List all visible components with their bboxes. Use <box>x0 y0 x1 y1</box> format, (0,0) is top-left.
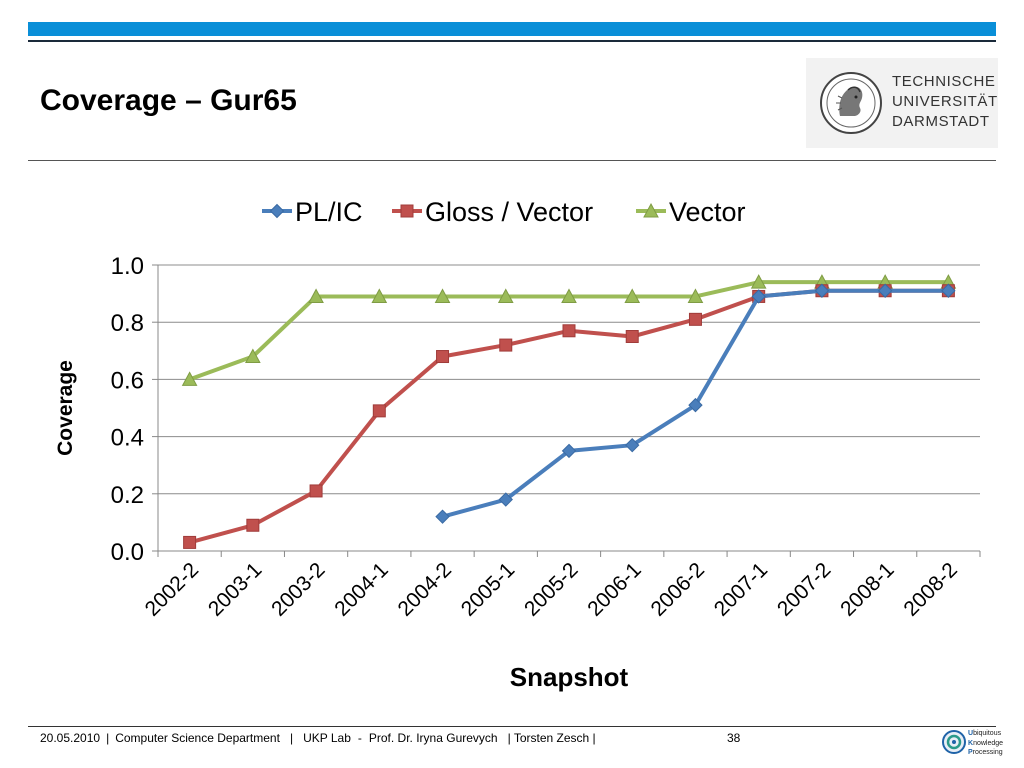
x-tick-label: 2005-1 <box>457 558 520 621</box>
y-tick-label: 0.2 <box>111 482 144 509</box>
x-tick-label: 2004-2 <box>394 558 457 621</box>
footer-separator: - <box>357 731 362 745</box>
ukp-line: Ubiquitous <box>968 730 1002 737</box>
x-tick-label: 2003-2 <box>267 558 330 621</box>
y-tick-label: 0.0 <box>111 539 144 566</box>
logo-line: TECHNISCHE <box>892 73 996 90</box>
athena-seal-icon <box>820 72 882 134</box>
data-point-vector <box>497 288 514 303</box>
data-point-gloss-vector <box>372 404 386 418</box>
footer-author: | Torsten Zesch | <box>507 731 596 745</box>
data-point-gloss-vector <box>436 350 450 364</box>
title-rule <box>28 160 996 161</box>
y-axis-title: Coverage <box>54 360 77 456</box>
x-tick-label: 2006-1 <box>583 558 646 621</box>
data-point-pl-ic <box>498 492 513 507</box>
university-name: TECHNISCHE UNIVERSITÄT DARMSTADT <box>892 72 998 132</box>
y-tick-label: 1.0 <box>111 253 144 280</box>
footer-professor: Prof. Dr. Iryna Gurevych <box>368 731 498 745</box>
x-tick-label: 2007-1 <box>710 558 773 621</box>
footer-separator: | <box>289 731 294 745</box>
x-tick-label: 2003-1 <box>204 558 267 621</box>
data-point-vector <box>181 371 198 386</box>
data-point-vector <box>750 274 767 289</box>
footer: 20.05.2010 | Computer Science Department | U… <box>40 731 596 745</box>
ukp-logo: Ubiquitous Knowledge Processing <box>942 726 1012 766</box>
ukp-line: Processing <box>968 749 1003 756</box>
data-point-gloss-vector <box>625 330 639 343</box>
data-point-vector <box>245 348 261 364</box>
data-point-gloss-vector <box>246 518 260 532</box>
x-tick-label: 2002-2 <box>141 558 204 621</box>
footer-rule <box>28 726 996 727</box>
x-axis-title: Snapshot <box>510 662 629 692</box>
data-point-pl-ic <box>941 283 956 298</box>
data-point-pl-ic <box>751 289 766 304</box>
ukp-name: Ubiquitous Knowledge Processing <box>968 729 1003 758</box>
data-point-pl-ic <box>625 437 640 453</box>
top-rule <box>28 40 996 42</box>
page-number: 38 <box>727 731 741 745</box>
x-tick-label: 2004-1 <box>330 558 393 621</box>
x-tick-label: 2008-2 <box>899 558 962 621</box>
legend-label-vector: Vector <box>669 197 746 227</box>
data-point-pl-ic <box>435 509 450 524</box>
x-tick-label: 2006-2 <box>646 558 709 621</box>
slide-title: Coverage – Gur65 <box>40 84 297 117</box>
data-point-gloss-vector <box>562 324 576 338</box>
ukp-line: Knowledge <box>968 739 1004 747</box>
data-point-vector <box>624 288 641 303</box>
footer-separator: | <box>106 731 110 745</box>
data-point-pl-ic <box>877 283 893 298</box>
legend-marker-pl-ic <box>269 203 285 219</box>
data-point-pl-ic <box>814 283 830 298</box>
top-accent-bar <box>28 22 996 36</box>
logo-line: UNIVERSITÄT <box>892 93 998 110</box>
university-logo: TECHNISCHE UNIVERSITÄT DARMSTADT <box>806 58 998 148</box>
data-point-vector <box>687 288 704 303</box>
logo-line: DARMSTADT <box>892 113 990 130</box>
y-tick-label: 0.6 <box>111 367 144 394</box>
data-point-gloss-vector <box>499 338 513 352</box>
x-tick-label: 2005-2 <box>520 558 583 621</box>
y-tick-label: 0.8 <box>111 310 144 337</box>
legend-marker-gloss-vector <box>400 204 414 218</box>
legend-label-gloss-vector: Gloss / Vector <box>425 197 593 227</box>
footer-date: 20.05.2010 <box>40 731 101 745</box>
data-point-gloss-vector <box>183 535 197 549</box>
data-point-pl-ic <box>561 443 577 459</box>
coverage-chart: 0.0 0.2 0.4 0.6 0.8 1.0 2002-2 2003-1 2003-2 2004… <box>40 178 1000 708</box>
data-point-gloss-vector <box>688 312 702 326</box>
data-point-vector <box>434 288 451 303</box>
x-tick-label: 2008-1 <box>836 558 899 621</box>
data-point-vector <box>371 288 388 303</box>
ukp-emblem-icon <box>942 730 966 754</box>
legend-label-pl-ic: PL/IC <box>295 197 363 227</box>
data-point-pl-ic <box>688 397 703 413</box>
y-tick-label: 0.4 <box>111 425 144 452</box>
data-point-gloss-vector <box>309 484 323 498</box>
footer-lab: UKP Lab <box>303 731 351 745</box>
legend-marker-vector <box>643 202 659 218</box>
footer-department: Computer Science Department <box>115 731 280 745</box>
data-point-vector <box>308 288 324 303</box>
x-tick-label: 2007-2 <box>773 558 836 621</box>
data-point-vector <box>561 288 577 303</box>
